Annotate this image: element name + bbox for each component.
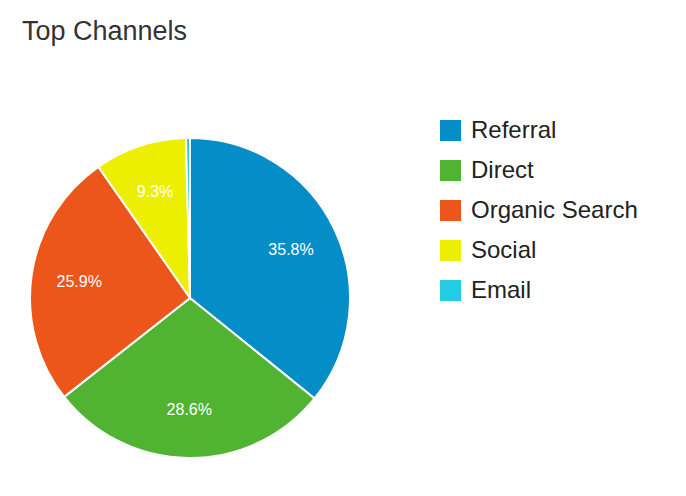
html-text:Direct: Direct [471, 156, 534, 183]
html-text:Top Channels: Top Channels [22, 16, 188, 46]
html-text:Referral: Referral [471, 116, 557, 143]
svg-text:9.3%: 9.3% [137, 183, 173, 200]
svg-text:28.6%: 28.6% [167, 401, 212, 418]
html-text:Organic Search: Organic Search [471, 196, 638, 223]
svg-text:35.8%: 35.8% [268, 241, 313, 258]
html-text:Email: Email [471, 276, 531, 303]
html-text:Social: Social [471, 236, 537, 263]
svg-text:25.9%: 25.9% [57, 273, 102, 290]
